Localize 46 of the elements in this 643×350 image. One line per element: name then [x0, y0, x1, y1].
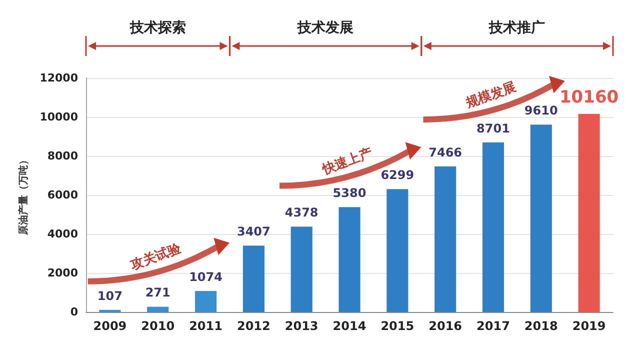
- y-tick-label: 10000: [40, 110, 78, 124]
- bar: [242, 246, 264, 312]
- data-label: 3407: [236, 224, 270, 239]
- y-tick-label: 12000: [40, 72, 78, 84]
- bar: [578, 114, 600, 312]
- bar: [482, 142, 504, 312]
- data-label: 7466: [428, 145, 462, 160]
- x-tick-label: 2009: [93, 319, 127, 333]
- y-tick-label: 6000: [47, 188, 78, 202]
- bar: [338, 207, 360, 312]
- x-tick-label: 2011: [189, 319, 222, 333]
- data-label: 4378: [284, 206, 318, 220]
- data-label: 10160: [559, 87, 619, 108]
- y-tick-label: 2000: [47, 266, 78, 280]
- annotation: 攻关试验: [128, 240, 184, 274]
- x-tick-label: 2013: [284, 319, 318, 333]
- y-tick-label: 0: [70, 306, 78, 318]
- data-label: 6299: [380, 168, 414, 182]
- data-label: 8701: [476, 121, 510, 136]
- x-tick-label: 2010: [141, 319, 175, 333]
- bar: [434, 166, 456, 312]
- y-tick-label: 8000: [47, 150, 78, 162]
- data-label: 9610: [524, 104, 558, 118]
- text: 技术发展: [296, 20, 354, 36]
- annotation: 快速上产: [319, 144, 374, 178]
- text: 技术探索: [128, 20, 186, 36]
- annotation: 规模发展: [463, 80, 518, 112]
- x-tick-label: 2017: [476, 319, 510, 333]
- data-label: 1074: [189, 270, 222, 284]
- bar: [194, 291, 217, 312]
- data-label: 5380: [332, 186, 366, 200]
- data-label: 107: [97, 288, 122, 303]
- x-tick-label: 2012: [236, 319, 270, 333]
- x-tick-label: 2015: [380, 319, 414, 333]
- bar: [290, 226, 312, 312]
- y-axis-title: 原油产量（万吨）: [17, 155, 30, 236]
- bar: [386, 189, 408, 312]
- bar: [147, 306, 169, 312]
- x-tick-label: 2019: [572, 319, 606, 333]
- data-label: 271: [145, 286, 170, 300]
- text: 技术推广: [488, 19, 546, 36]
- x-tick-label: 2014: [332, 319, 366, 333]
- x-tick-label: 2018: [524, 319, 558, 333]
- bar: [530, 124, 552, 312]
- y-tick-label: 4000: [47, 228, 78, 240]
- x-tick-label: 2016: [428, 319, 462, 333]
